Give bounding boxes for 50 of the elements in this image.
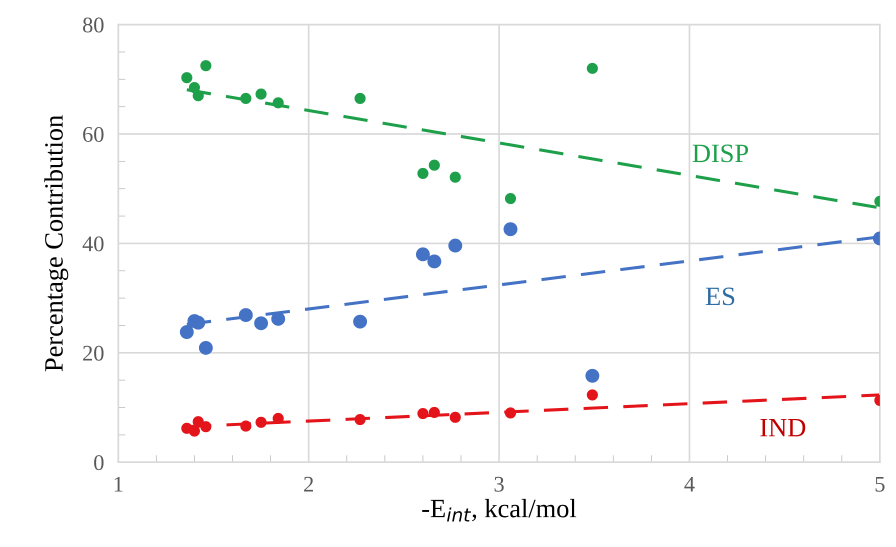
x-axis-title: -E$_{int}$, kcal/mol (422, 498, 576, 522)
point (353, 314, 368, 329)
point (200, 60, 212, 72)
point (427, 254, 442, 268)
point (417, 408, 428, 420)
point (417, 168, 428, 179)
series-label: DISP (692, 144, 748, 162)
point (585, 368, 600, 383)
x-tick-label: 3 (494, 476, 504, 492)
point (586, 62, 598, 74)
y-tick-label: 20 (83, 346, 104, 361)
y-axis-title: Percentage Contribution (44, 115, 68, 372)
point (450, 412, 461, 423)
point (188, 82, 200, 94)
point (504, 407, 516, 419)
point (354, 92, 366, 104)
x-tick-label: 4 (684, 476, 695, 492)
point (198, 340, 213, 355)
point (586, 389, 598, 400)
y-tick-label: 0 (94, 455, 104, 470)
point (256, 88, 267, 100)
series-label: ES (706, 288, 734, 306)
point (192, 90, 204, 102)
point (238, 308, 253, 322)
point (448, 238, 462, 253)
point (254, 316, 268, 330)
point (272, 412, 284, 424)
point (428, 160, 440, 171)
point (504, 193, 516, 204)
point (354, 414, 366, 426)
point (450, 172, 461, 183)
x-tick-label: 5 (876, 476, 885, 492)
y-tick-label: 80 (83, 18, 104, 33)
point (504, 222, 518, 236)
point (256, 416, 267, 428)
series-label: IND (760, 418, 806, 436)
point (416, 247, 430, 262)
point (181, 72, 192, 84)
point (271, 312, 286, 326)
x-tick-label: 2 (304, 476, 313, 492)
point (240, 92, 252, 104)
point (272, 97, 284, 108)
point (180, 325, 194, 339)
y-tick-label: 60 (83, 126, 104, 142)
point (191, 316, 206, 330)
y-tick-label: 40 (82, 236, 104, 252)
point (428, 406, 440, 418)
x-tick-label: 1 (114, 476, 122, 492)
point (240, 420, 252, 432)
point (200, 421, 212, 432)
